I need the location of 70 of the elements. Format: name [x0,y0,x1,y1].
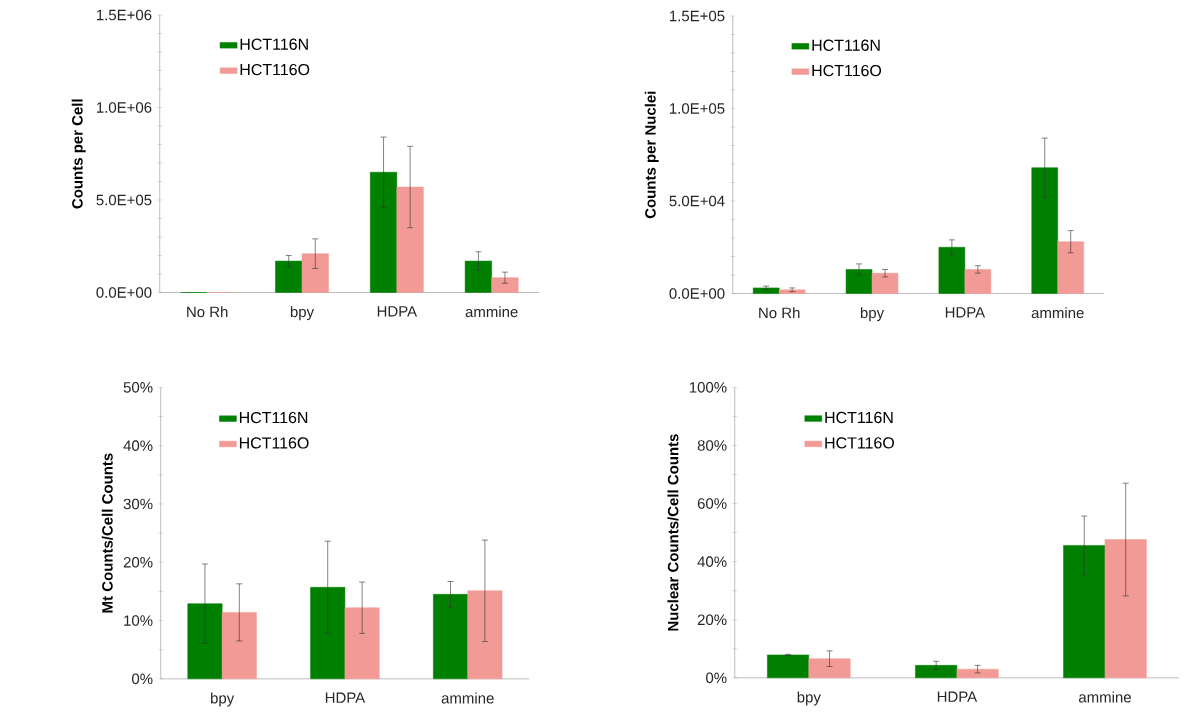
bar [433,594,468,680]
y-tick-label: 1.0E+06 [96,102,152,113]
y-tick-label: 5.0E+04 [669,195,725,207]
x-tick-label: bpy [211,692,235,707]
bar [396,186,424,293]
bar [778,289,806,294]
x-tick-label: bpy [860,307,885,322]
x-tick-label: HDPA [945,307,986,318]
bar [845,269,873,294]
x-tick-label: bpy [290,306,315,321]
bar [808,658,851,679]
bar [752,287,780,294]
x-tick-label: No Rh [187,306,228,318]
y-tick-label: 50% [123,382,153,393]
x-tick-label: HDPA [325,692,366,703]
x-tick-label: ammine [1031,307,1084,319]
y-axis-title: Counts per Cell [71,99,86,209]
legend-label: HCT116O [239,437,309,449]
y-tick-label: 20% [123,557,153,568]
y-tick-label: 40% [123,440,153,452]
y-tick-label: 0.0E+00 [669,288,725,299]
y-tick-label: 0% [132,673,153,685]
bar [1057,241,1084,294]
bar [871,273,899,294]
y-axis-title: Counts per Nuclei [644,91,659,219]
bar [915,665,958,679]
bar [464,260,492,293]
bar [938,247,966,294]
x-tick-label: ammine [1078,691,1131,703]
y-axis-title: Nuclear Counts/Cell Counts [667,434,679,631]
legend-label: HCT116N [825,411,893,424]
legend-label: HCT116O [812,65,882,77]
bar [1063,545,1106,679]
bar [344,607,380,680]
y-tick-label: 100% [689,382,727,393]
bar [1104,539,1147,679]
x-tick-label: HDPA [377,306,418,317]
y-tick-label: 1.5E+05 [670,10,725,22]
bar [767,654,810,679]
bar [491,277,519,293]
x-tick-label: bpy [797,691,821,706]
x-tick-label: ammine [465,306,518,318]
legend-label: HCT116O [825,437,894,449]
y-tick-label: 0.0E+00 [96,287,152,298]
y-tick-label: 1.0E+05 [670,103,725,114]
legend-label: HCT116N [240,38,308,50]
legend-label: HCT116N [239,412,308,424]
y-tick-label: 60% [697,498,727,509]
bar [370,172,398,293]
x-tick-label: No Rh [759,307,800,319]
y-tick-label: 0% [706,672,727,684]
y-tick-label: 30% [123,498,153,510]
bar [1031,167,1058,294]
y-tick-label: 20% [697,614,727,626]
bar [310,587,346,680]
y-axis-title: Mt Counts/Cell Counts [101,453,113,613]
x-tick-label: ammine [441,692,494,704]
y-tick-label: 10% [124,615,153,626]
bar [275,260,303,293]
bar [964,269,992,294]
legend-label: HCT116N [812,39,880,51]
bar [301,253,329,293]
y-tick-label: 80% [697,440,727,451]
y-tick-label: 1.5E+06 [96,9,152,21]
bar [956,669,999,679]
legend-label: HCT116O [240,64,310,76]
x-tick-label: HDPA [937,691,978,702]
bar [221,612,257,680]
y-tick-label: 5.0E+05 [96,194,152,206]
y-tick-label: 40% [697,556,727,568]
